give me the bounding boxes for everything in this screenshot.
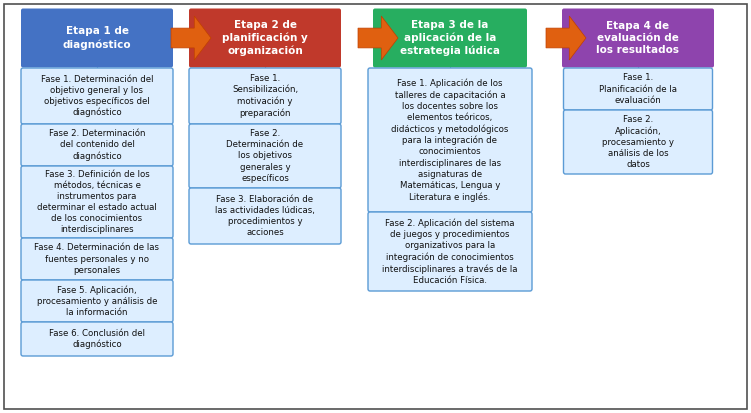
Text: Fase 3. Elaboración de
las actividades lúdicas,
procedimientos y
acciones: Fase 3. Elaboración de las actividades l… — [215, 195, 315, 237]
Text: Etapa 4 de
evaluación de
los resultados: Etapa 4 de evaluación de los resultados — [596, 21, 680, 55]
Text: Fase 1.
Planificación de la
evaluación: Fase 1. Planificación de la evaluación — [599, 74, 677, 104]
Text: Fase 1. Aplicación de los
talleres de capacitación a
los docentes sobre los
elem: Fase 1. Aplicación de los talleres de ca… — [391, 78, 508, 202]
FancyBboxPatch shape — [21, 124, 173, 166]
FancyBboxPatch shape — [189, 124, 341, 188]
Polygon shape — [546, 16, 586, 60]
Text: Fase 1. Determinación del
objetivo general y los
objetivos específicos del
diagn: Fase 1. Determinación del objetivo gener… — [41, 74, 153, 117]
Polygon shape — [171, 16, 211, 60]
FancyBboxPatch shape — [21, 280, 173, 322]
FancyBboxPatch shape — [21, 9, 173, 67]
Text: Fase 2.
Aplicación,
procesamiento y
análisis de los
datos: Fase 2. Aplicación, procesamiento y anál… — [602, 115, 674, 169]
FancyBboxPatch shape — [189, 68, 341, 124]
FancyBboxPatch shape — [21, 166, 173, 238]
Text: Fase 4. Determinación de las
fuentes personales y no
personales: Fase 4. Determinación de las fuentes per… — [35, 243, 159, 275]
FancyBboxPatch shape — [563, 110, 713, 174]
Text: Fase 2. Determinación
del contenido del
diagnóstico: Fase 2. Determinación del contenido del … — [49, 129, 145, 161]
Text: Fase 3. Definición de los
métodos, técnicas e
instrumentos para
determinar el es: Fase 3. Definición de los métodos, técni… — [37, 170, 157, 234]
Text: Fase 2.
Determinación de
los objetivos
generales y
específicos: Fase 2. Determinación de los objetivos g… — [227, 129, 303, 183]
Text: Etapa 3 de la
aplicación de la
estrategia lúdica: Etapa 3 de la aplicación de la estrategi… — [400, 20, 500, 56]
Text: Etapa 2 de
planificación y
organización: Etapa 2 de planificación y organización — [222, 20, 308, 56]
FancyBboxPatch shape — [21, 68, 173, 124]
Text: Fase 1.
Sensibilización,
motivación y
preparación: Fase 1. Sensibilización, motivación y pr… — [232, 74, 298, 118]
FancyBboxPatch shape — [21, 322, 173, 356]
Text: Fase 5. Aplicación,
procesamiento y análisis de
la información: Fase 5. Aplicación, procesamiento y anál… — [37, 285, 157, 317]
Polygon shape — [358, 16, 398, 60]
Text: Etapa 1 de
diagnóstico: Etapa 1 de diagnóstico — [62, 26, 131, 50]
FancyBboxPatch shape — [373, 9, 527, 67]
FancyBboxPatch shape — [562, 9, 714, 67]
FancyBboxPatch shape — [4, 4, 747, 409]
FancyBboxPatch shape — [368, 68, 532, 212]
FancyBboxPatch shape — [189, 188, 341, 244]
Text: Fase 6. Conclusión del
diagnóstico: Fase 6. Conclusión del diagnóstico — [49, 329, 145, 349]
FancyBboxPatch shape — [189, 9, 341, 67]
Text: Fase 2. Aplicación del sistema
de juegos y procedimientos
organizativos para la
: Fase 2. Aplicación del sistema de juegos… — [382, 218, 517, 285]
FancyBboxPatch shape — [21, 238, 173, 280]
FancyBboxPatch shape — [563, 68, 713, 110]
FancyBboxPatch shape — [368, 212, 532, 291]
